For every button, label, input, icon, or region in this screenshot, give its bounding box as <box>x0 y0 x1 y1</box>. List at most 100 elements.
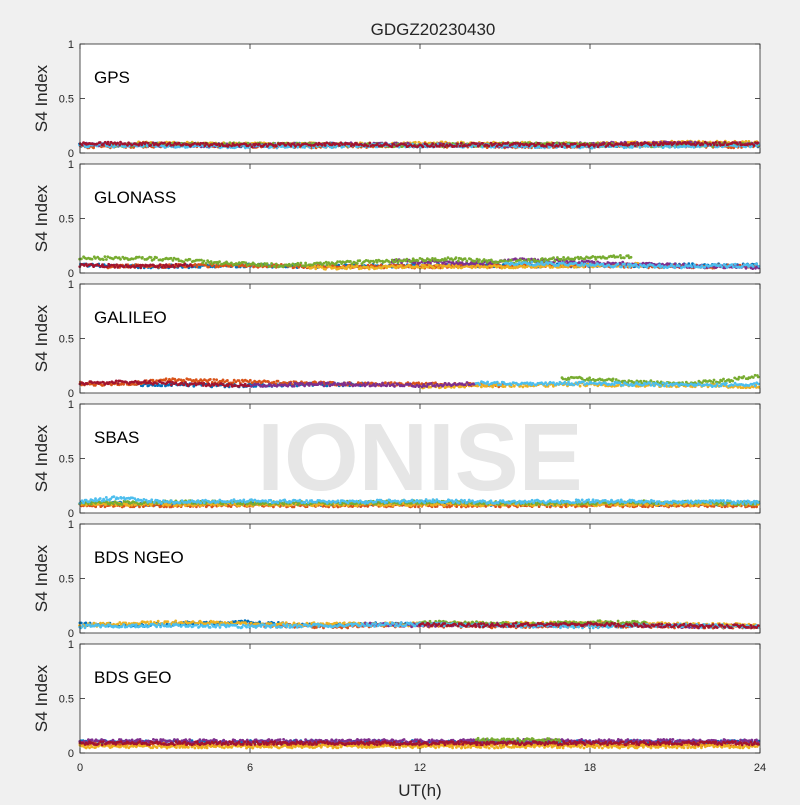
data-point <box>113 266 116 269</box>
data-point <box>458 145 461 148</box>
data-point <box>118 143 121 146</box>
data-point <box>92 146 95 149</box>
data-point <box>701 143 704 146</box>
data-point <box>445 259 448 262</box>
data-point <box>596 262 599 265</box>
data-point <box>697 141 700 144</box>
data-point <box>135 143 138 146</box>
data-point <box>551 266 554 269</box>
data-point <box>373 144 376 147</box>
data-point <box>757 141 760 144</box>
data-point <box>304 262 307 265</box>
data-point <box>574 142 577 145</box>
data-point <box>674 146 677 149</box>
data-point <box>616 143 619 146</box>
y-tick-label: 1 <box>68 39 74 51</box>
data-point <box>483 258 486 261</box>
data-point <box>321 144 324 147</box>
data-point <box>473 260 476 263</box>
data-point <box>311 266 314 269</box>
data-point <box>207 266 210 269</box>
data-point <box>655 141 658 144</box>
data-point <box>543 263 546 266</box>
data-point <box>568 145 571 148</box>
data-point <box>194 263 197 266</box>
panel-label: GPS <box>94 68 130 87</box>
data-point <box>630 256 633 259</box>
data-point <box>617 256 620 259</box>
data-point <box>736 143 739 146</box>
data-point <box>529 264 532 267</box>
data-point <box>336 260 339 263</box>
data-point <box>461 266 464 269</box>
data-point <box>258 264 261 267</box>
data-point <box>628 266 631 269</box>
data-point <box>471 266 474 269</box>
data-point <box>745 140 748 143</box>
data-point <box>275 145 278 148</box>
data-point <box>574 257 577 260</box>
data-point <box>175 263 178 266</box>
data-point <box>429 262 432 265</box>
data-point <box>724 141 727 144</box>
data-point <box>731 141 734 144</box>
data-point <box>280 142 283 145</box>
data-point <box>594 258 597 261</box>
data-point <box>552 142 555 145</box>
data-point <box>562 266 565 269</box>
data-point <box>303 146 306 149</box>
data-point <box>414 141 417 144</box>
data-point <box>538 142 541 145</box>
data-point <box>530 142 533 145</box>
data-point <box>424 266 427 269</box>
data-point <box>720 265 723 268</box>
data-point <box>348 142 351 145</box>
panel-label: GLONASS <box>94 188 176 207</box>
data-point <box>196 265 199 268</box>
data-point <box>149 264 152 267</box>
data-point <box>368 268 371 271</box>
data-point <box>193 142 196 145</box>
data-point <box>453 266 456 269</box>
data-point <box>687 145 690 148</box>
data-point <box>126 144 129 147</box>
data-point <box>91 258 94 261</box>
data-point <box>455 256 458 259</box>
data-point <box>691 266 694 269</box>
data-point <box>269 265 272 268</box>
data-point <box>587 265 590 268</box>
data-point <box>538 263 541 266</box>
axes-background <box>80 44 760 153</box>
data-point <box>559 143 562 146</box>
data-point <box>147 142 150 145</box>
data-point <box>591 255 594 258</box>
data-point <box>603 142 606 145</box>
data-point <box>393 143 396 146</box>
data-point <box>422 266 425 269</box>
data-point <box>274 265 277 268</box>
data-point <box>284 144 287 147</box>
data-point <box>244 147 247 150</box>
data-point <box>745 267 748 270</box>
data-point <box>738 266 741 269</box>
data-point <box>356 265 359 268</box>
data-point <box>697 265 700 268</box>
data-point <box>162 258 165 261</box>
data-point <box>619 254 622 257</box>
data-point <box>457 260 460 263</box>
data-point <box>714 141 717 144</box>
data-point <box>141 256 144 259</box>
data-point <box>382 265 385 268</box>
data-point <box>244 261 247 264</box>
data-point <box>349 260 352 263</box>
data-point <box>106 266 109 269</box>
data-point <box>668 146 671 149</box>
data-point <box>634 144 637 147</box>
data-point <box>560 258 563 261</box>
data-point <box>583 263 586 266</box>
data-point <box>678 265 681 268</box>
data-point <box>338 267 341 270</box>
